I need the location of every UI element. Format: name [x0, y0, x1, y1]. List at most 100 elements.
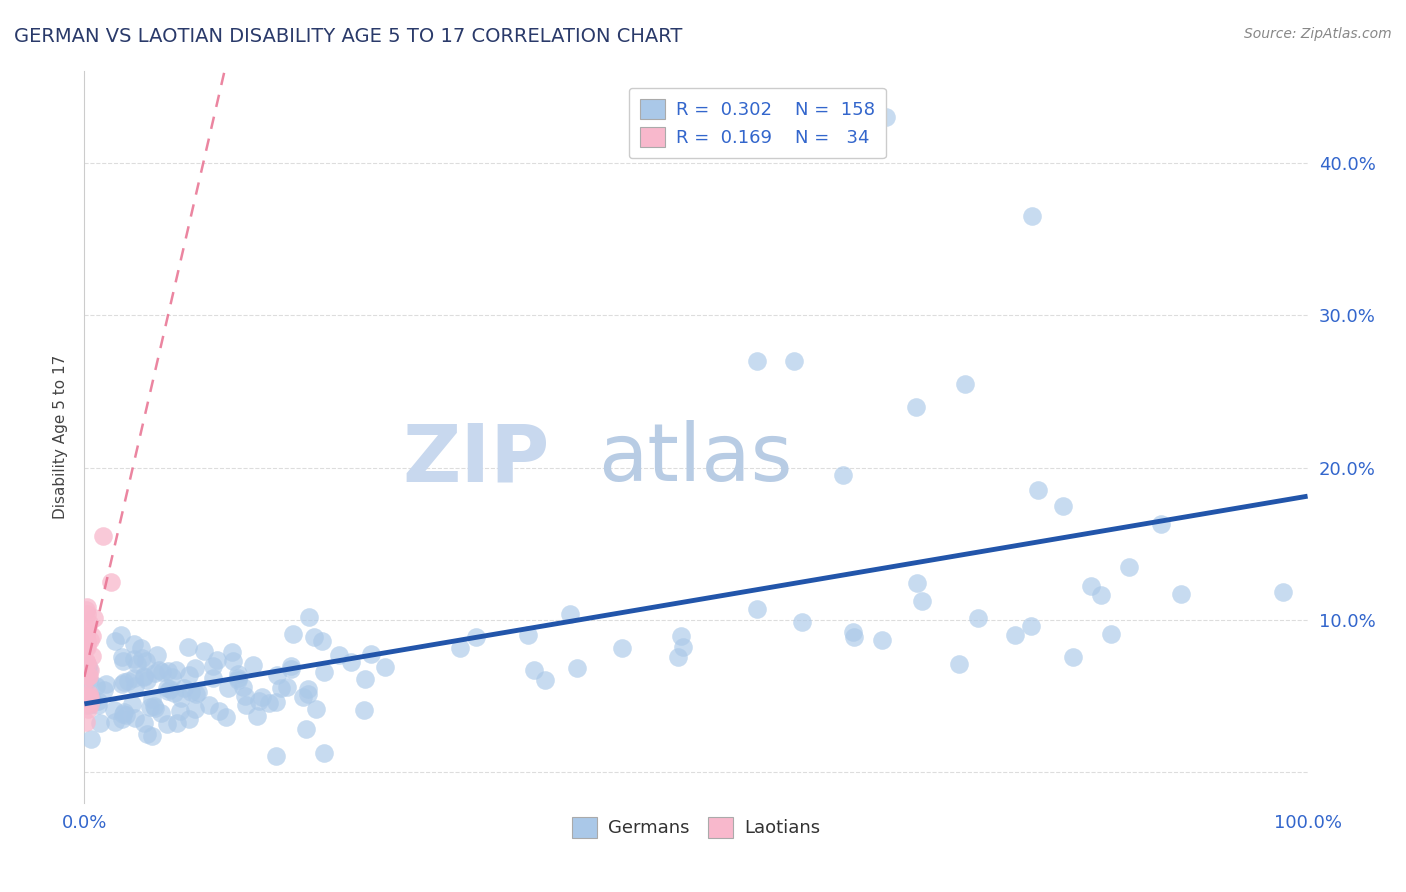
Point: [666, 649, 689, 664]
Point: [831, 468, 853, 483]
Point: [162, 670, 184, 684]
Point: [112, 675, 135, 690]
Point: [246, 708, 269, 723]
Point: [259, 696, 281, 710]
Text: ZIP: ZIP: [402, 420, 550, 498]
Point: [953, 376, 976, 391]
Point: [312, 665, 335, 679]
Point: [136, 727, 159, 741]
Point: [354, 673, 377, 687]
Point: [124, 651, 146, 665]
Point: [112, 706, 135, 720]
Point: [75, 673, 97, 688]
Point: [84, 679, 107, 693]
Point: [145, 666, 167, 681]
Text: GERMAN VS LAOTIAN DISABILITY AGE 5 TO 17 CORRELATION CHART: GERMAN VS LAOTIAN DISABILITY AGE 5 TO 17…: [14, 27, 682, 45]
Point: [79, 731, 101, 746]
Point: [143, 701, 166, 715]
Point: [93, 683, 115, 698]
Point: [1028, 483, 1050, 498]
Point: [193, 644, 215, 658]
Point: [75, 629, 97, 643]
Point: [127, 657, 149, 672]
Point: [80, 690, 103, 705]
Point: [96, 677, 118, 691]
Point: [187, 684, 209, 698]
Point: [77, 690, 100, 705]
Point: [250, 690, 273, 705]
Point: [124, 671, 146, 685]
Point: [104, 634, 127, 648]
Point: [1052, 499, 1074, 513]
Point: [276, 680, 298, 694]
Point: [360, 648, 382, 662]
Point: [77, 691, 100, 706]
Point: [280, 662, 302, 676]
Point: [139, 700, 162, 714]
Point: [76, 622, 98, 636]
Point: [148, 663, 170, 677]
Point: [201, 659, 224, 673]
Point: [122, 637, 145, 651]
Point: [146, 648, 169, 663]
Point: [141, 730, 163, 744]
Point: [1271, 585, 1294, 599]
Point: [280, 659, 302, 673]
Point: [226, 666, 249, 681]
Point: [77, 663, 100, 677]
Point: [266, 667, 288, 681]
Point: [75, 695, 97, 709]
Point: [205, 653, 228, 667]
Point: [75, 714, 97, 729]
Point: [298, 610, 321, 624]
Point: [221, 654, 243, 668]
Point: [110, 627, 132, 641]
Point: [82, 693, 104, 707]
Point: [163, 686, 186, 700]
Point: [339, 655, 361, 669]
Point: [215, 709, 238, 723]
Point: [75, 603, 97, 617]
Point: [129, 641, 152, 656]
Point: [76, 640, 98, 654]
Point: [217, 681, 239, 696]
Point: [80, 648, 103, 663]
Point: [89, 715, 111, 730]
Point: [842, 624, 865, 639]
Point: [76, 636, 98, 650]
Point: [73, 698, 96, 713]
Text: Source: ZipAtlas.com: Source: ZipAtlas.com: [1244, 27, 1392, 41]
Point: [142, 698, 165, 713]
Point: [77, 669, 100, 683]
Point: [80, 629, 103, 643]
Point: [179, 712, 201, 726]
Point: [132, 669, 155, 683]
Point: [905, 400, 928, 414]
Point: [235, 698, 257, 712]
Point: [170, 690, 193, 705]
Point: [533, 673, 555, 688]
Point: [166, 716, 188, 731]
Point: [79, 687, 101, 701]
Point: [283, 627, 305, 641]
Point: [75, 625, 97, 640]
Point: [115, 708, 138, 723]
Point: [184, 661, 207, 675]
Point: [567, 661, 589, 675]
Point: [672, 640, 695, 654]
Point: [374, 659, 396, 673]
Point: [304, 702, 326, 716]
Point: [747, 354, 769, 368]
Point: [1062, 650, 1084, 665]
Point: [208, 704, 231, 718]
Point: [132, 670, 155, 684]
Point: [184, 687, 207, 701]
Point: [247, 694, 270, 708]
Point: [104, 714, 127, 729]
Point: [136, 673, 159, 687]
Point: [1118, 560, 1140, 574]
Point: [165, 663, 187, 677]
Point: [242, 658, 264, 673]
Point: [83, 610, 105, 624]
Point: [79, 616, 101, 631]
